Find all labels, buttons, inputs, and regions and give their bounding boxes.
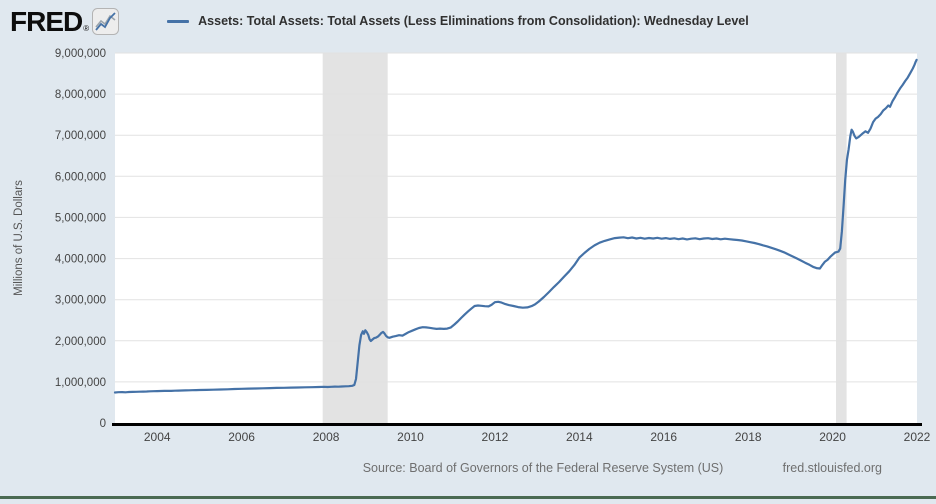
registered-trademark-symbol: ® xyxy=(83,23,90,33)
y-tick-label: 3,000,000 xyxy=(55,295,106,307)
chart-header: FRED ® Assets: Total Assets: Total Asset… xyxy=(0,0,936,42)
x-tick-label: 2020 xyxy=(819,430,846,444)
recession-band xyxy=(322,53,388,423)
y-tick-label: 5,000,000 xyxy=(55,212,106,224)
fred-logo[interactable]: FRED ® xyxy=(10,5,120,37)
x-tick-label: 2010 xyxy=(397,430,424,444)
series-title: Assets: Total Assets: Total Assets (Less… xyxy=(198,14,749,28)
y-axis-title: Millions of U.S. Dollars xyxy=(13,180,25,296)
x-axis-line xyxy=(112,423,922,426)
y-tick-label: 6,000,000 xyxy=(55,171,106,183)
fred-site-link[interactable]: fred.stlouisfed.org xyxy=(782,461,882,475)
y-tick-label: 8,000,000 xyxy=(55,89,106,101)
x-tick-label: 2008 xyxy=(313,430,340,444)
legend-line-marker xyxy=(167,19,190,23)
x-tick-label: 2022 xyxy=(904,430,931,444)
x-tick-label: 2014 xyxy=(566,430,593,444)
x-tick-label: 2018 xyxy=(735,430,762,444)
fred-logo-text: FRED xyxy=(10,5,83,37)
x-tick-label: 2012 xyxy=(482,430,509,444)
y-tick-label: 7,000,000 xyxy=(55,130,106,142)
y-tick-label: 0 xyxy=(100,418,106,430)
y-tick-label: 2,000,000 xyxy=(55,336,106,348)
source-text: Source: Board of Governors of the Federa… xyxy=(362,461,724,475)
data-line-total-assets xyxy=(113,58,918,394)
bottom-accent-bar xyxy=(0,496,936,499)
y-tick-label: 9,000,000 xyxy=(55,48,106,60)
x-tick-label: 2004 xyxy=(144,430,171,444)
fred-logo-chart-icon xyxy=(92,7,120,35)
y-tick-label: 4,000,000 xyxy=(55,254,106,266)
y-tick-label: 1,000,000 xyxy=(55,377,106,389)
plot-area[interactable] xyxy=(115,53,917,423)
x-tick-label: 2016 xyxy=(650,430,677,444)
source-line: Source: Board of Governors of the Federa… xyxy=(0,461,936,475)
x-tick-label: 2006 xyxy=(228,430,255,444)
